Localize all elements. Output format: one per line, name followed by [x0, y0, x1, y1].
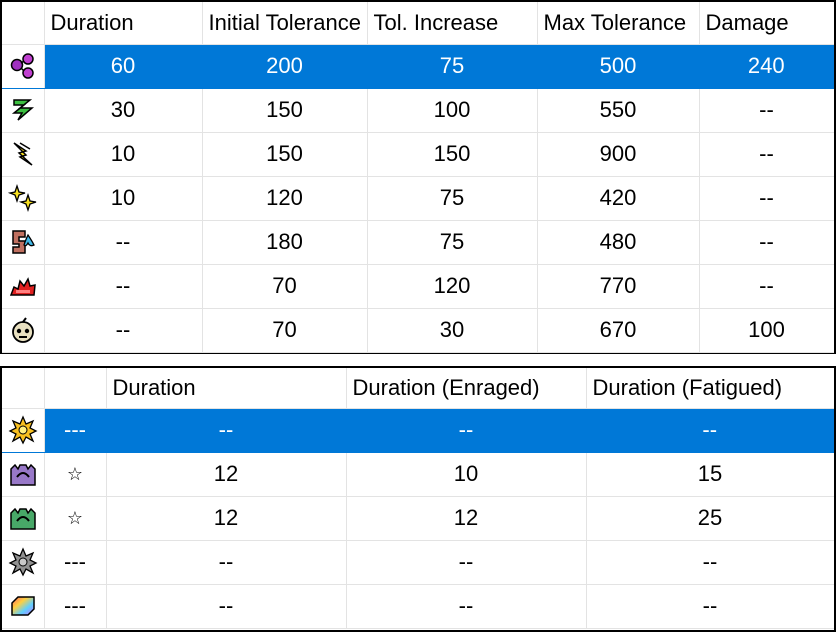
duration-cell: -- — [106, 540, 347, 585]
trap-duration-panel: Duration Duration (Enraged) Duration (Fa… — [0, 366, 836, 632]
tol-increase-cell: 30 — [367, 308, 538, 353]
max-tolerance-cell: 500 — [537, 44, 700, 89]
damage-cell: -- — [699, 264, 834, 309]
duration-cell: 10 — [44, 176, 203, 221]
damage-cell: -- — [699, 132, 834, 177]
tol-increase-cell: 120 — [367, 264, 538, 309]
icon-column-header[interactable] — [2, 368, 45, 409]
table-row[interactable]: -- 70 30 670 100 — [2, 308, 834, 353]
tol-increase-cell: 75 — [367, 176, 538, 221]
initial-tolerance-cell: 180 — [202, 220, 368, 265]
duration-cell: -- — [44, 264, 203, 309]
max-tolerance-cell: 550 — [537, 88, 700, 133]
duration-cell: 10 — [44, 132, 203, 177]
duration-cell: 12 — [106, 452, 347, 497]
table-row[interactable]: --- -- -- -- — [2, 584, 834, 629]
damage-cell: 100 — [699, 308, 834, 353]
duration-cell: -- — [106, 584, 347, 629]
duration-fatigued-cell: -- — [586, 408, 834, 453]
duration-fatigued-cell: -- — [586, 584, 834, 629]
column-header-duration[interactable]: Duration — [44, 2, 203, 45]
table-row[interactable]: 10 150 150 900 -- — [2, 132, 834, 177]
column-header-max-tolerance[interactable]: Max Tolerance — [537, 2, 700, 45]
duration-cell: -- — [44, 308, 203, 353]
initial-tolerance-cell: 70 — [202, 264, 368, 309]
table-row[interactable]: ☆ 12 10 15 — [2, 452, 834, 497]
tol-increase-cell: 150 — [367, 132, 538, 177]
duration-fatigued-cell: -- — [586, 540, 834, 585]
initial-tolerance-cell: 200 — [202, 44, 368, 89]
table-row[interactable]: --- -- -- -- — [2, 408, 834, 453]
table-row[interactable]: -- 70 120 770 -- — [2, 264, 834, 309]
table-row[interactable]: --- -- -- -- — [2, 540, 834, 585]
duration-cell: 30 — [44, 88, 203, 133]
initial-tolerance-cell: 70 — [202, 308, 368, 353]
bomb-skull-icon — [8, 315, 38, 345]
table-header-row: Duration Duration (Enraged) Duration (Fa… — [2, 368, 834, 409]
duration-cell: -- — [44, 220, 203, 265]
gray-flower-trap-icon — [8, 547, 38, 577]
green-pitfall-trap-icon — [8, 503, 38, 533]
duration-fatigued-cell: 25 — [586, 496, 834, 541]
duration-enraged-cell: 12 — [346, 496, 587, 541]
mud-water-icon — [8, 227, 38, 257]
yellow-flower-trap-icon — [8, 415, 38, 445]
tol-increase-cell: 75 — [367, 44, 538, 89]
icon-column-header[interactable] — [2, 2, 45, 45]
duration-enraged-cell: -- — [346, 540, 587, 585]
column-header-duration-enraged[interactable]: Duration (Enraged) — [346, 368, 587, 409]
column-header-duration[interactable]: Duration — [106, 368, 347, 409]
damage-cell: -- — [699, 220, 834, 265]
damage-cell: -- — [699, 88, 834, 133]
mark-cell: ☆ — [44, 496, 107, 541]
purple-molecule-icon — [8, 51, 38, 81]
table-header-row: Duration Initial Tolerance Tol. Increase… — [2, 2, 834, 45]
purple-shock-trap-icon — [8, 459, 38, 489]
mark-column-header[interactable] — [44, 368, 107, 409]
column-header-duration-fatigued[interactable]: Duration (Fatigued) — [586, 368, 834, 409]
initial-tolerance-cell: 150 — [202, 132, 368, 177]
duration-fatigued-cell: 15 — [586, 452, 834, 497]
duration-enraged-cell: -- — [346, 584, 587, 629]
yellow-lightning-icon — [8, 139, 38, 169]
table-row[interactable]: ☆ 12 12 25 — [2, 496, 834, 541]
tol-increase-cell: 75 — [367, 220, 538, 265]
yellow-sparkle-icon — [7, 183, 38, 213]
table-row[interactable]: 30 150 100 550 -- — [2, 88, 834, 133]
table-row[interactable]: 60 200 75 500 240 — [2, 44, 834, 89]
duration-enraged-cell: 10 — [346, 452, 587, 497]
mark-cell: --- — [44, 584, 107, 629]
status-tolerance-table: Duration Initial Tolerance Tol. Increase… — [2, 2, 834, 353]
mark-cell: --- — [44, 408, 107, 453]
status-tolerance-panel: Duration Initial Tolerance Tol. Increase… — [0, 0, 836, 354]
initial-tolerance-cell: 150 — [202, 88, 368, 133]
max-tolerance-cell: 670 — [537, 308, 700, 353]
green-zigzag-icon — [8, 95, 38, 125]
column-header-tol-increase[interactable]: Tol. Increase — [367, 2, 538, 45]
table-row[interactable]: 10 120 75 420 -- — [2, 176, 834, 221]
damage-cell: -- — [699, 176, 834, 221]
max-tolerance-cell: 420 — [537, 176, 700, 221]
red-blast-icon — [8, 271, 38, 301]
damage-cell: 240 — [699, 44, 834, 89]
duration-cell: 12 — [106, 496, 347, 541]
max-tolerance-cell: 480 — [537, 220, 700, 265]
duration-cell: -- — [106, 408, 347, 453]
max-tolerance-cell: 770 — [537, 264, 700, 309]
table-row[interactable]: -- 180 75 480 -- — [2, 220, 834, 265]
initial-tolerance-cell: 120 — [202, 176, 368, 221]
mark-cell: --- — [44, 540, 107, 585]
tol-increase-cell: 100 — [367, 88, 538, 133]
duration-cell: 60 — [44, 44, 203, 89]
column-header-initial-tolerance[interactable]: Initial Tolerance — [202, 2, 368, 45]
mark-cell: ☆ — [44, 452, 107, 497]
max-tolerance-cell: 900 — [537, 132, 700, 177]
column-header-damage[interactable]: Damage — [699, 2, 834, 45]
rainbow-gem-icon — [8, 591, 38, 621]
duration-enraged-cell: -- — [346, 408, 587, 453]
trap-duration-table: Duration Duration (Enraged) Duration (Fa… — [2, 368, 834, 629]
